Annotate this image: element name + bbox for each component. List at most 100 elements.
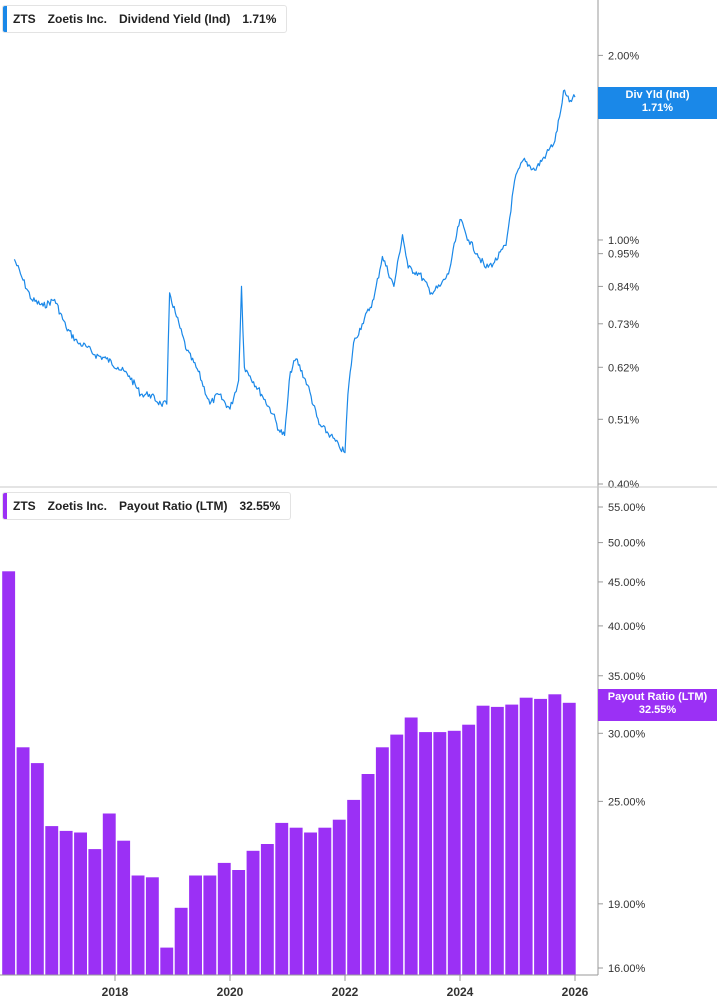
payout-ratio-bar <box>217 862 231 975</box>
dividend-yield-point <box>307 384 309 386</box>
payout-ratio-bar <box>203 875 217 975</box>
payout-ratio-plot[interactable] <box>2 571 576 975</box>
payout-ratio-bar <box>189 875 202 975</box>
dividend-yield-point <box>393 286 395 288</box>
dividend-yield-point <box>14 259 16 261</box>
payout-ratio-bar <box>232 870 246 975</box>
dividend-yield-point <box>238 380 240 382</box>
dividend-yield-legend: ZTS Zoetis Inc. Dividend Yield (Ind) 1.7… <box>2 5 288 33</box>
dividend-yield-point <box>31 299 33 301</box>
dividend-yield-swatch <box>3 6 7 32</box>
y-tick-label: 0.73% <box>608 319 639 331</box>
x-tick-label: 2022 <box>332 985 359 999</box>
legend-value: 1.71% <box>242 12 277 26</box>
dividend-yield-point <box>459 219 461 221</box>
payout-ratio-bar <box>332 819 346 975</box>
payout-ratio-bar <box>289 827 303 975</box>
payout-ratio-bar <box>45 826 59 975</box>
payout-ratio-bar <box>390 734 404 975</box>
payout-ratio-bar <box>145 877 159 975</box>
payout-ratio-bar <box>548 694 562 975</box>
payout-ratio-bar <box>30 763 44 975</box>
y-tick-label: 0.51% <box>608 414 639 426</box>
y-tick-label: 1.00% <box>608 235 639 247</box>
tag-value: 1.71% <box>641 102 674 114</box>
dividend-yield-point <box>505 245 507 247</box>
dividend-yield-point <box>373 299 375 301</box>
dividend-yield-point <box>318 424 320 426</box>
payout-ratio-bar <box>74 832 87 975</box>
dividend-yield-point <box>448 273 450 275</box>
dividend-yield-point <box>218 394 220 396</box>
dividend-yield-point <box>160 403 162 405</box>
dividend-yield-point <box>140 394 142 396</box>
payout-ratio-bar <box>304 832 317 975</box>
dividend-yield-point <box>430 292 432 294</box>
payout-ratio-bar <box>462 724 476 975</box>
dividend-yield-point <box>241 286 243 288</box>
payout-ratio-bar <box>59 830 73 975</box>
payout-ratio-bar <box>433 732 447 975</box>
payout-ratio-bar <box>419 732 432 975</box>
payout-ratio-bar <box>246 850 260 975</box>
payout-ratio-bar <box>160 947 174 975</box>
payout-ratio-bar <box>361 774 375 975</box>
legend-ticker: ZTS <box>13 12 36 26</box>
x-tick-label: 2026 <box>562 985 589 999</box>
payout-ratio-bar <box>505 704 519 975</box>
dividend-yield-point <box>522 159 524 161</box>
dividend-yield-point <box>244 367 246 369</box>
dividend-yield-point <box>353 342 355 344</box>
dividend-yield-point <box>468 239 470 241</box>
payout-ratio-bar <box>562 702 576 975</box>
y-tick-label: 45.00% <box>608 577 646 589</box>
dividend-yield-point <box>563 90 565 92</box>
dividend-yield-point <box>42 305 44 307</box>
payout-ratio-bar <box>2 571 16 975</box>
payout-ratio-bar <box>375 747 389 975</box>
dividend-yield-point <box>439 286 441 288</box>
payout-ratio-bar <box>519 697 533 975</box>
legend-company: Zoetis Inc. <box>47 12 108 26</box>
payout-ratio-value-tag: Payout Ratio (LTM) 32.55% <box>598 689 717 721</box>
y-tick-label: 25.00% <box>608 796 646 808</box>
dividend-yield-line <box>13 89 576 454</box>
y-tick-label: 40.00% <box>608 621 646 633</box>
x-tick-label: 2024 <box>447 985 474 999</box>
dividend-yield-point <box>106 358 108 360</box>
dividend-yield-point <box>272 413 274 415</box>
dividend-yield-point <box>545 153 547 155</box>
dividend-yield-point <box>290 371 292 373</box>
y-tick-label: 2.00% <box>608 50 639 62</box>
dividend-yield-point <box>339 446 341 448</box>
dividend-yield-point <box>347 394 349 396</box>
payout-ratio-bar <box>347 799 361 975</box>
dividend-yield-point <box>574 96 576 98</box>
dividend-yield-point <box>419 273 421 275</box>
dividend-yield-point <box>534 169 536 171</box>
payout-ratio-swatch <box>3 493 7 519</box>
dividend-yield-point <box>295 358 297 360</box>
y-tick-label: 0.40% <box>608 479 639 491</box>
legend-metric: Dividend Yield (Ind) <box>119 12 231 26</box>
payout-ratio-bar <box>260 844 274 975</box>
x-tick-label: 2018 <box>102 985 129 999</box>
dividend-yield-point <box>407 267 409 269</box>
dividend-yield-point <box>175 312 177 314</box>
dividend-yield-plot[interactable] <box>13 89 576 454</box>
payout-ratio-bar <box>318 827 332 975</box>
dividend-yield-point <box>361 323 363 325</box>
dividend-yield-point <box>169 292 171 294</box>
y-tick-label: 0.62% <box>608 362 639 374</box>
dividend-yield-point <box>330 435 332 437</box>
dividend-yield-point <box>261 394 263 396</box>
payout-ratio-bar <box>88 849 102 975</box>
dividend-yield-point <box>149 394 151 396</box>
payout-ratio-legend: ZTS Zoetis Inc. Payout Ratio (LTM) 32.55… <box>2 492 292 520</box>
payout-ratio-bar <box>447 730 461 975</box>
dividend-yield-axis-ticks: 2.00% 1.00% 0.95% 0.84% 0.73% 0.62% 0.51% 0.40% <box>598 50 639 491</box>
dividend-yield-point <box>284 435 286 437</box>
payout-ratio-bar <box>476 705 490 975</box>
payout-ratio-bar <box>404 717 418 975</box>
